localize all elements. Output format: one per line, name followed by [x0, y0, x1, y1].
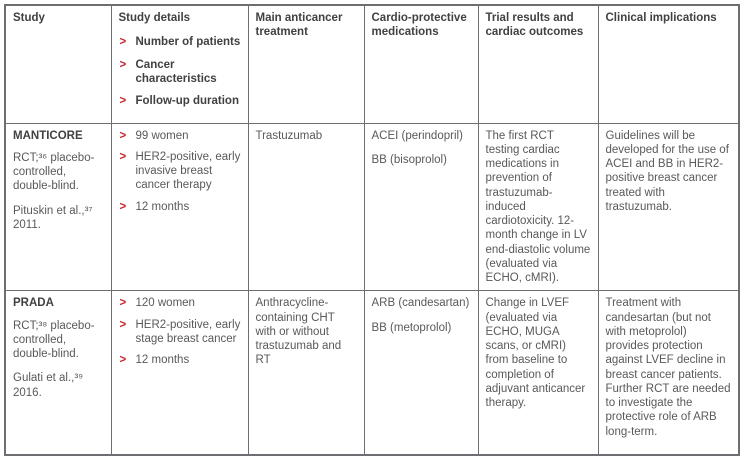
treatment-cell: Trastuzumab [247, 122, 365, 292]
medications-cell: ARB (candesartan) BB (metoprolol) [363, 290, 479, 456]
study-details-criterion: Cancer characteristics [119, 58, 241, 87]
col-header-study-label: Study [13, 12, 45, 24]
col-header-clinical-implications: Clinical implications [597, 4, 740, 124]
col-header-trial-results: Trial results and cardiac outcomes [477, 4, 599, 124]
treatment-text: Anthracycline-containing CHT with or wit… [255, 297, 342, 367]
treatment-cell: Anthracycline-containing CHT with or wit… [247, 290, 365, 456]
study-details-criterion: Follow-up duration [119, 94, 241, 108]
medication-item: BB (bisoprolol) [371, 153, 447, 166]
study-detail-item: HER2-positive, early stage breast cancer [119, 318, 241, 347]
col-header-main-treatment: Main anticancer treatment [247, 4, 365, 124]
implications-text: Guidelines will be developed for the use… [605, 129, 729, 213]
study-design: RCT;³⁸ placebo-controlled, double-blind. [13, 319, 95, 361]
col-header-study: Study [4, 4, 112, 124]
study-design: RCT;³⁶ placebo-controlled, double-blind. [13, 151, 95, 193]
col-header-main-treatment-label: Main anticancer treatment [255, 12, 343, 39]
implications-cell: Guidelines will be developed for the use… [597, 122, 740, 292]
treatment-text: Trastuzumab [255, 129, 323, 142]
table-row-manticore: MANTICORE RCT;³⁶ placebo-controlled, dou… [4, 122, 740, 292]
study-details-cell: 120 women HER2-positive, early stage brea… [110, 290, 249, 456]
col-header-clinical-implications-label: Clinical implications [605, 12, 717, 24]
study-citation: Gulati et al.,³⁹ 2016. [13, 372, 84, 399]
medications-list: ARB (candesartan) BB (metoprolol) [372, 296, 471, 335]
study-details-list: 120 women HER2-positive, early stage brea… [119, 296, 241, 367]
col-header-trial-results-label: Trial results and cardiac outcomes [485, 12, 584, 39]
study-cell: PRADA RCT;³⁸ placebo-controlled, double-… [4, 290, 112, 456]
study-name: MANTICORE [13, 129, 83, 142]
study-detail-item: 12 months [119, 200, 241, 214]
study-details-criteria-list: Number of patients Cancer characteristics… [119, 35, 241, 108]
medication-item: ACEI (perindopril) [371, 129, 463, 142]
table-row-prada: PRADA RCT;³⁸ placebo-controlled, double-… [4, 290, 740, 456]
study-detail-item: HER2-positive, early invasive breast can… [119, 150, 241, 193]
study-citation: Pituskin et al.,³⁷ 2011. [13, 204, 93, 231]
study-cell: MANTICORE RCT;³⁶ placebo-controlled, dou… [4, 122, 112, 292]
clinical-trials-table: Study Study details Number of patients Ca… [4, 4, 740, 456]
study-detail-item: 12 months [119, 353, 241, 367]
col-header-study-details: Study details Number of patients Cancer c… [110, 4, 249, 124]
col-header-study-details-label: Study details [118, 12, 191, 24]
study-details-list: 99 women HER2-positive, early invasive br… [119, 129, 241, 214]
results-cell: The first RCT testing cardiac medication… [477, 122, 599, 292]
study-detail-item: 120 women [119, 296, 241, 310]
study-details-criterion: Number of patients [119, 35, 241, 49]
medication-item: BB (metoprolol) [371, 321, 452, 334]
study-details-cell: 99 women HER2-positive, early invasive br… [110, 122, 249, 292]
implications-cell: Treatment with candesartan (but not with… [597, 290, 740, 456]
medications-cell: ACEI (perindopril) BB (bisoprolol) [363, 122, 479, 292]
study-detail-item: 99 women [119, 129, 241, 143]
results-cell: Change in LVEF (evaluated via ECHO, MUGA… [477, 290, 599, 456]
col-header-cardio-meds-label: Cardio-protective medications [371, 12, 467, 39]
implications-text: Treatment with candesartan (but not with… [605, 297, 731, 438]
table-header-row: Study Study details Number of patients Ca… [4, 4, 740, 124]
col-header-cardio-meds: Cardio-protective medications [363, 4, 479, 124]
medications-list: ACEI (perindopril) BB (bisoprolol) [372, 129, 471, 168]
results-text: The first RCT testing cardiac medication… [485, 129, 591, 285]
study-name: PRADA [13, 297, 54, 310]
results-text: Change in LVEF (evaluated via ECHO, MUGA… [485, 297, 586, 409]
medication-item: ARB (candesartan) [371, 297, 470, 310]
